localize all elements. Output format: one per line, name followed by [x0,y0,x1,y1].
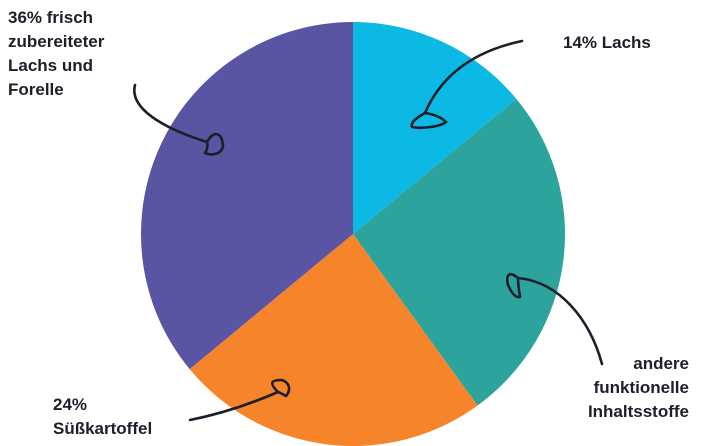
pie-slice-1 [353,22,517,234]
label-line: funktionelle [593,378,689,397]
label-line: Süßkartoffel [53,419,153,438]
arrow-lachs-forelle [133,83,209,144]
arrow-andere [516,276,604,366]
arrowhead-lachs-forelle [203,132,225,156]
pie-slice-2 [353,98,565,406]
pie-slice-3 [189,234,478,446]
label-line: 14% Lachs [563,33,651,52]
label-line: Lachs und [8,56,94,75]
label-andere: andere funktionelle Inhaltsstoffe [588,352,689,424]
arrow-suesskartoffel [188,390,280,422]
pie-slice-4 [141,22,353,370]
label-lachs: 14% Lachs [563,31,651,55]
label-line: 24% [53,395,88,414]
arrowhead-andere [506,273,522,299]
label-lachs-forelle: 36% frisch zubereiteter Lachs und Forell… [8,6,104,102]
arrow-lachs [423,39,524,115]
arrowhead-lachs [410,111,448,130]
label-line: Inhaltsstoffe [587,402,689,421]
label-suesskartoffel: 24% Süßkartoffel [53,393,152,441]
pie-slices [141,22,565,446]
label-line: Forelle [8,80,64,99]
callout-arrows [133,39,604,422]
label-line: andere [633,354,689,373]
label-line: zubereiteter [8,32,105,51]
label-line: 36% frisch [8,8,94,27]
arrowhead-suesskartoffel [270,378,291,398]
